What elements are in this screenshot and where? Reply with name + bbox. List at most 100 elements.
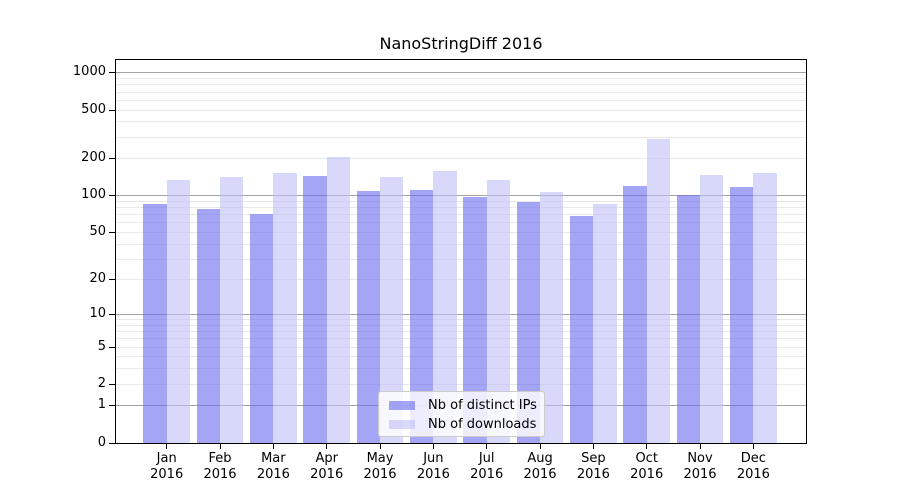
bar-feb-downloads	[220, 177, 244, 443]
minor-gridline	[116, 91, 806, 93]
x-tick-month: Apr	[315, 451, 338, 466]
minor-gridline	[116, 324, 806, 326]
y-tick-label: 5	[97, 338, 106, 354]
x-tick-year: 2016	[416, 467, 450, 482]
minor-gridline	[116, 368, 806, 370]
x-axis-tick	[219, 444, 221, 449]
minor-gridline	[116, 338, 806, 340]
x-tick-label: Oct 2016	[619, 451, 675, 483]
bar-aug-downloads	[540, 192, 564, 443]
x-axis-tick	[166, 444, 168, 449]
y-tick-label: 50	[89, 223, 106, 239]
x-axis-tick	[752, 444, 754, 449]
y-axis-tick	[109, 158, 115, 160]
x-axis-tick	[486, 444, 488, 449]
bar-mar-downloads	[273, 172, 297, 443]
bar-sep-distinct-ips	[570, 216, 594, 443]
y-axis-tick	[109, 231, 115, 233]
bar-jan-distinct-ips	[143, 203, 167, 443]
x-tick-year: 2016	[203, 467, 237, 482]
legend-swatch-downloads	[389, 420, 415, 429]
legend-label-downloads: Nb of downloads	[428, 416, 537, 432]
minor-gridline	[116, 231, 806, 233]
minor-gridline	[116, 84, 806, 86]
minor-gridline	[116, 279, 806, 281]
x-axis-tick	[272, 444, 274, 449]
x-tick-year: 2016	[310, 467, 344, 482]
x-tick-month: Jun	[423, 451, 444, 466]
y-axis-tick	[109, 405, 115, 407]
bar-dec-distinct-ips	[730, 186, 754, 443]
x-axis-tick	[326, 444, 328, 449]
legend: Nb of distinct IPs Nb of downloads	[378, 391, 545, 437]
minor-gridline	[116, 121, 806, 123]
x-tick-label: Jan 2016	[139, 451, 195, 483]
bar-oct-downloads	[646, 138, 670, 443]
y-axis-tick	[109, 442, 115, 444]
bar-nov-distinct-ips	[676, 195, 701, 443]
x-tick-year: 2016	[576, 467, 610, 482]
legend-label-distinct-ips: Nb of distinct IPs	[428, 397, 537, 413]
x-axis-tick	[379, 444, 381, 449]
minor-gridline	[116, 243, 806, 245]
y-axis-tick	[109, 279, 115, 281]
y-tick-label: 200	[81, 150, 106, 166]
bar-oct-distinct-ips	[623, 185, 647, 443]
x-tick-label: Dec 2016	[725, 451, 781, 483]
y-axis-tick	[109, 72, 115, 74]
bar-mar-distinct-ips	[250, 213, 274, 443]
x-tick-year: 2016	[150, 467, 184, 482]
legend-swatch-distinct-ips	[389, 401, 415, 410]
major-gridline	[116, 195, 806, 197]
y-axis-tick	[109, 109, 115, 111]
minor-gridline	[116, 258, 806, 260]
bar-jun-downloads	[433, 170, 457, 443]
minor-gridline	[116, 200, 806, 202]
chart-title: NanoStringDiff 2016	[379, 34, 543, 53]
x-tick-label: Jul 2016	[459, 451, 515, 483]
minor-gridline	[116, 158, 806, 160]
x-tick-year: 2016	[256, 467, 290, 482]
x-tick-label: Sep 2016	[565, 451, 621, 483]
x-tick-month: Aug	[527, 451, 553, 466]
x-tick-month: Jul	[478, 451, 495, 466]
major-gridline	[116, 314, 806, 316]
y-tick-label: 2	[97, 375, 106, 391]
x-tick-year: 2016	[736, 467, 770, 482]
x-axis-tick	[592, 444, 594, 449]
x-tick-label: Feb 2016	[192, 451, 248, 483]
y-tick-label: 1	[97, 397, 106, 413]
major-gridline	[116, 72, 806, 74]
x-axis-tick	[699, 444, 701, 449]
y-tick-label: 100	[81, 187, 106, 203]
bar-feb-distinct-ips	[196, 208, 221, 443]
minor-gridline	[116, 136, 806, 138]
bar-may-downloads	[380, 176, 404, 443]
x-tick-month: Feb	[208, 451, 232, 466]
x-axis-tick	[646, 444, 648, 449]
x-tick-month: Jan	[156, 451, 177, 466]
bar-jan-downloads	[166, 179, 190, 443]
minor-gridline	[116, 356, 806, 358]
x-tick-year: 2016	[470, 467, 504, 482]
minor-gridline	[116, 222, 806, 224]
bar-apr-downloads	[326, 157, 350, 443]
y-tick-label: 20	[89, 271, 106, 287]
x-tick-month: May	[366, 451, 394, 466]
legend-item-distinct-ips: Nb of distinct IPs	[389, 396, 544, 415]
x-tick-month: Dec	[740, 451, 766, 466]
x-tick-label: Aug 2016	[512, 451, 568, 483]
bar-jul-distinct-ips	[463, 197, 487, 443]
y-tick-label: 10	[89, 306, 106, 322]
y-axis-tick	[109, 314, 115, 316]
plot-area	[115, 59, 807, 444]
x-tick-label: Apr 2016	[299, 451, 355, 483]
bar-sep-downloads	[593, 204, 617, 443]
y-axis-tick	[109, 195, 115, 197]
bar-aug-distinct-ips	[516, 202, 541, 443]
x-tick-label: Mar 2016	[245, 451, 301, 483]
y-tick-label: 0	[97, 434, 106, 450]
minor-gridline	[116, 331, 806, 333]
minor-gridline	[116, 214, 806, 216]
